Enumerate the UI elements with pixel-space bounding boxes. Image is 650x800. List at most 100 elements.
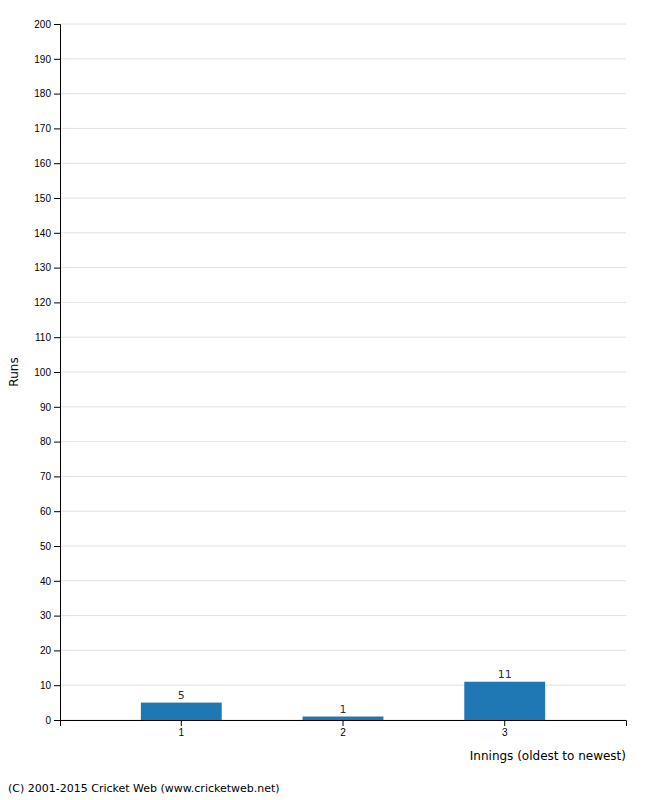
tick-mark <box>54 128 60 129</box>
y-tick: 80 <box>40 436 60 447</box>
grid-line <box>60 267 626 268</box>
y-tick: 70 <box>40 471 60 482</box>
bars <box>141 682 545 720</box>
tick-label: 0 <box>45 715 51 726</box>
tick-mark <box>54 616 60 617</box>
tick-label: 60 <box>40 506 52 517</box>
x-axis: 1 2 3 <box>61 720 627 738</box>
grid-line <box>60 372 626 373</box>
plot: 0 10 20 30 40 50 60 70 80 90 100 110 120 130 140 150 160… <box>7 19 627 763</box>
tick-label: 100 <box>34 367 51 378</box>
y-tick: 120 <box>34 297 60 308</box>
tick-mark <box>54 94 60 95</box>
y-tick: 0 <box>45 715 60 726</box>
y-tick: 140 <box>34 228 60 239</box>
chart-container: 0 10 20 30 40 50 60 70 80 90 100 110 120 130 140 150 160… <box>0 0 650 800</box>
grid-line <box>60 441 626 442</box>
tick-mark <box>54 511 60 512</box>
y-tick: 160 <box>34 158 60 169</box>
tick-mark <box>343 720 344 726</box>
tick-label: 200 <box>34 19 51 30</box>
grid-line <box>60 615 626 616</box>
tick-label: 180 <box>34 88 51 99</box>
y-tick: 30 <box>40 610 60 621</box>
y-tick: 190 <box>34 54 60 65</box>
tick-mark <box>504 720 505 726</box>
tick-mark <box>54 24 60 25</box>
grid-line <box>60 24 626 25</box>
tick-mark <box>54 476 60 477</box>
tick-label: 170 <box>34 123 51 134</box>
data-label: 11 <box>498 668 512 681</box>
y-tick: 150 <box>34 193 60 204</box>
tick-label: 10 <box>40 680 52 691</box>
data-label: 5 <box>178 689 185 702</box>
tick-label: 190 <box>34 54 51 65</box>
tick-label: 160 <box>34 158 51 169</box>
grid-line <box>60 337 626 338</box>
grid-line <box>60 406 626 407</box>
grid-line <box>60 302 626 303</box>
tick-label: 30 <box>40 610 52 621</box>
y-tick: 60 <box>40 506 60 517</box>
tick-label: 130 <box>34 262 51 273</box>
footer: (C) 2001-2015 Cricket Web (www.cricketwe… <box>8 782 280 795</box>
bar <box>141 703 222 720</box>
y-axis: 0 10 20 30 40 50 60 70 80 90 100 110 120 130 140 150 160… <box>34 19 60 726</box>
tick-mark <box>54 581 60 582</box>
tick-label: 90 <box>40 402 52 413</box>
grid <box>60 24 626 720</box>
grid-line <box>60 232 626 233</box>
tick-label: 50 <box>40 541 52 552</box>
grid-line <box>60 546 626 547</box>
y-tick: 40 <box>40 576 60 587</box>
tick-mark <box>54 372 60 373</box>
x-tick: 3 <box>502 720 508 738</box>
tick-mark <box>54 650 60 651</box>
tick-mark <box>54 302 60 303</box>
grid-line <box>60 128 626 129</box>
y-tick: 110 <box>35 332 60 343</box>
y-tick: 130 <box>34 262 60 273</box>
tick-mark <box>54 233 60 234</box>
tick-label: 2 <box>340 727 346 738</box>
grid-line <box>60 93 626 94</box>
axis-line <box>61 721 627 727</box>
tick-label: 1 <box>179 727 185 738</box>
tick-mark <box>54 442 60 443</box>
y-tick: 10 <box>40 680 60 691</box>
data-labels: 5111 <box>178 668 512 716</box>
y-tick: 50 <box>40 541 60 552</box>
grid-line <box>60 163 626 164</box>
tick-label: 70 <box>40 471 52 482</box>
tick-label: 40 <box>40 576 52 587</box>
x-tick: 2 <box>340 720 346 738</box>
axis-line <box>54 25 61 721</box>
tick-mark <box>54 198 60 199</box>
grid-line <box>60 58 626 59</box>
tick-mark <box>54 59 60 60</box>
tick-mark <box>181 720 182 726</box>
tick-label: 140 <box>34 228 51 239</box>
grid-line <box>60 476 626 477</box>
grid-line <box>60 198 626 199</box>
chart: 0 10 20 30 40 50 60 70 80 90 100 110 120 130 140 150 160… <box>0 0 650 800</box>
y-tick: 100 <box>34 367 60 378</box>
y-axis-title: Runs <box>7 357 21 386</box>
tick-mark <box>54 720 60 721</box>
y-tick: 90 <box>40 402 60 413</box>
bar <box>303 717 384 720</box>
y-tick: 20 <box>40 645 60 656</box>
tick-mark <box>54 407 60 408</box>
grid-line <box>60 650 626 651</box>
tick-label: 110 <box>35 332 51 343</box>
tick-mark <box>54 337 60 338</box>
y-tick: 180 <box>34 88 60 99</box>
data-label: 1 <box>340 703 347 716</box>
tick-label: 80 <box>40 436 52 447</box>
y-tick: 200 <box>34 19 60 30</box>
grid-line <box>60 580 626 581</box>
bar <box>464 682 545 720</box>
tick-mark <box>54 268 60 269</box>
tick-label: 150 <box>34 193 51 204</box>
